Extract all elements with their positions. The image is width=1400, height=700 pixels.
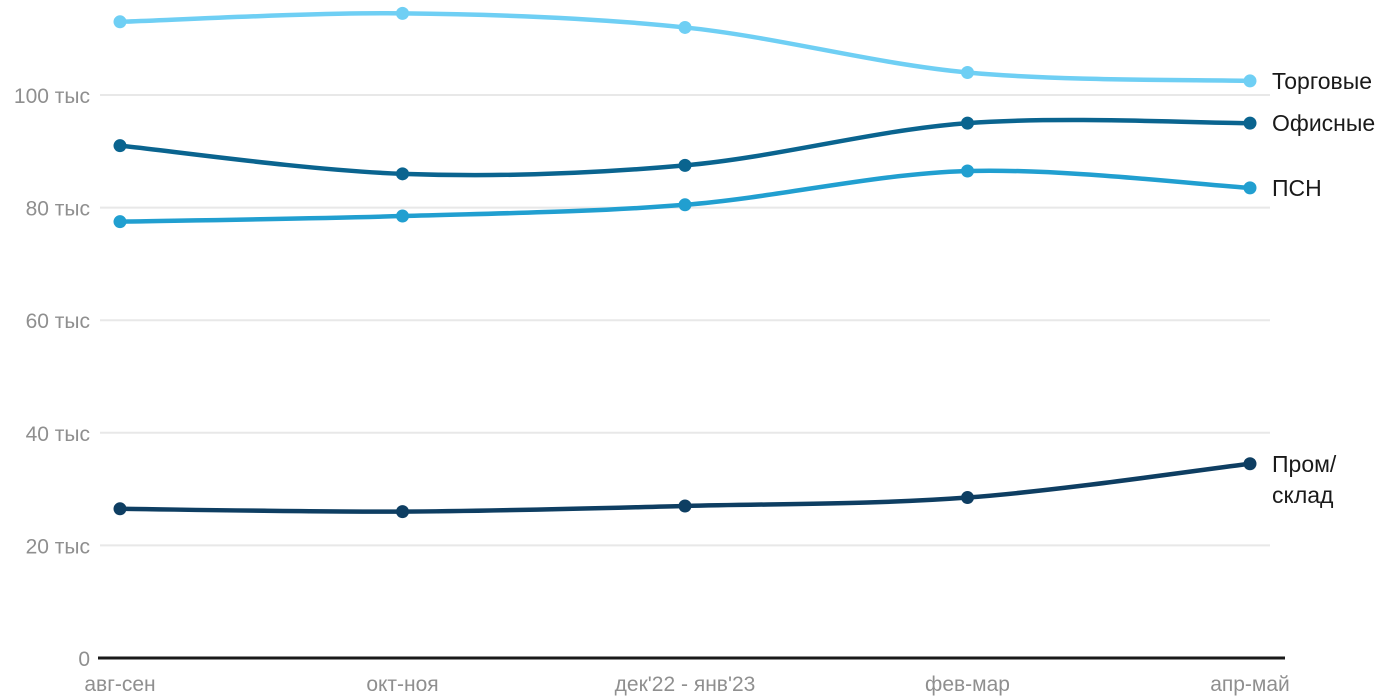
x-tick-label-1: окт-ноя bbox=[366, 673, 438, 696]
y-tick-label-0: 0 bbox=[78, 648, 90, 671]
series-end-label-1: Офисные bbox=[1272, 110, 1375, 136]
series-point-1-1 bbox=[396, 167, 409, 181]
series-point-1-4 bbox=[1243, 116, 1257, 130]
series-point-0-4 bbox=[1243, 74, 1257, 88]
series-point-3-2 bbox=[678, 499, 692, 513]
x-tick-label-0: авг-сен bbox=[84, 673, 155, 696]
series-point-2-1 bbox=[396, 209, 409, 223]
x-tick-label-3: фев-мар bbox=[925, 673, 1010, 696]
series-end-label-0: Торговые bbox=[1272, 68, 1372, 94]
series-point-1-3 bbox=[961, 116, 974, 130]
series-point-3-1 bbox=[396, 505, 409, 519]
y-tick-label-3: 60 тыс bbox=[26, 310, 90, 333]
series-point-3-3 bbox=[961, 491, 974, 505]
x-tick-label-2: дек'22 - янв'23 bbox=[615, 673, 756, 696]
series-point-0-3 bbox=[961, 65, 974, 79]
y-tick-label-4: 80 тыс bbox=[26, 198, 90, 221]
series-point-2-4 bbox=[1243, 181, 1257, 195]
series-point-2-2 bbox=[678, 198, 692, 212]
y-tick-label-5: 100 тыс bbox=[14, 85, 90, 108]
series-point-0-1 bbox=[396, 6, 409, 20]
series-point-3-0 bbox=[113, 502, 127, 516]
series-end-label-3-line-0: Пром/ bbox=[1272, 451, 1337, 477]
series-curve-2 bbox=[117, 168, 1253, 224]
series-point-1-0 bbox=[113, 139, 127, 153]
series-end-label-3-line-1: склад bbox=[1272, 482, 1334, 508]
y-tick-label-2: 40 тыс bbox=[26, 423, 90, 446]
series-end-label-2: ПСН bbox=[1272, 175, 1322, 201]
series-point-3-4 bbox=[1243, 457, 1257, 471]
series-point-2-0 bbox=[113, 215, 127, 229]
series-point-2-3 bbox=[961, 164, 974, 178]
series-point-1-2 bbox=[678, 158, 692, 172]
series-point-0-2 bbox=[678, 20, 692, 34]
x-tick-label-4: апр-май bbox=[1210, 673, 1290, 696]
y-tick-label-1: 20 тыс bbox=[26, 535, 90, 558]
series-point-0-0 bbox=[113, 15, 127, 29]
